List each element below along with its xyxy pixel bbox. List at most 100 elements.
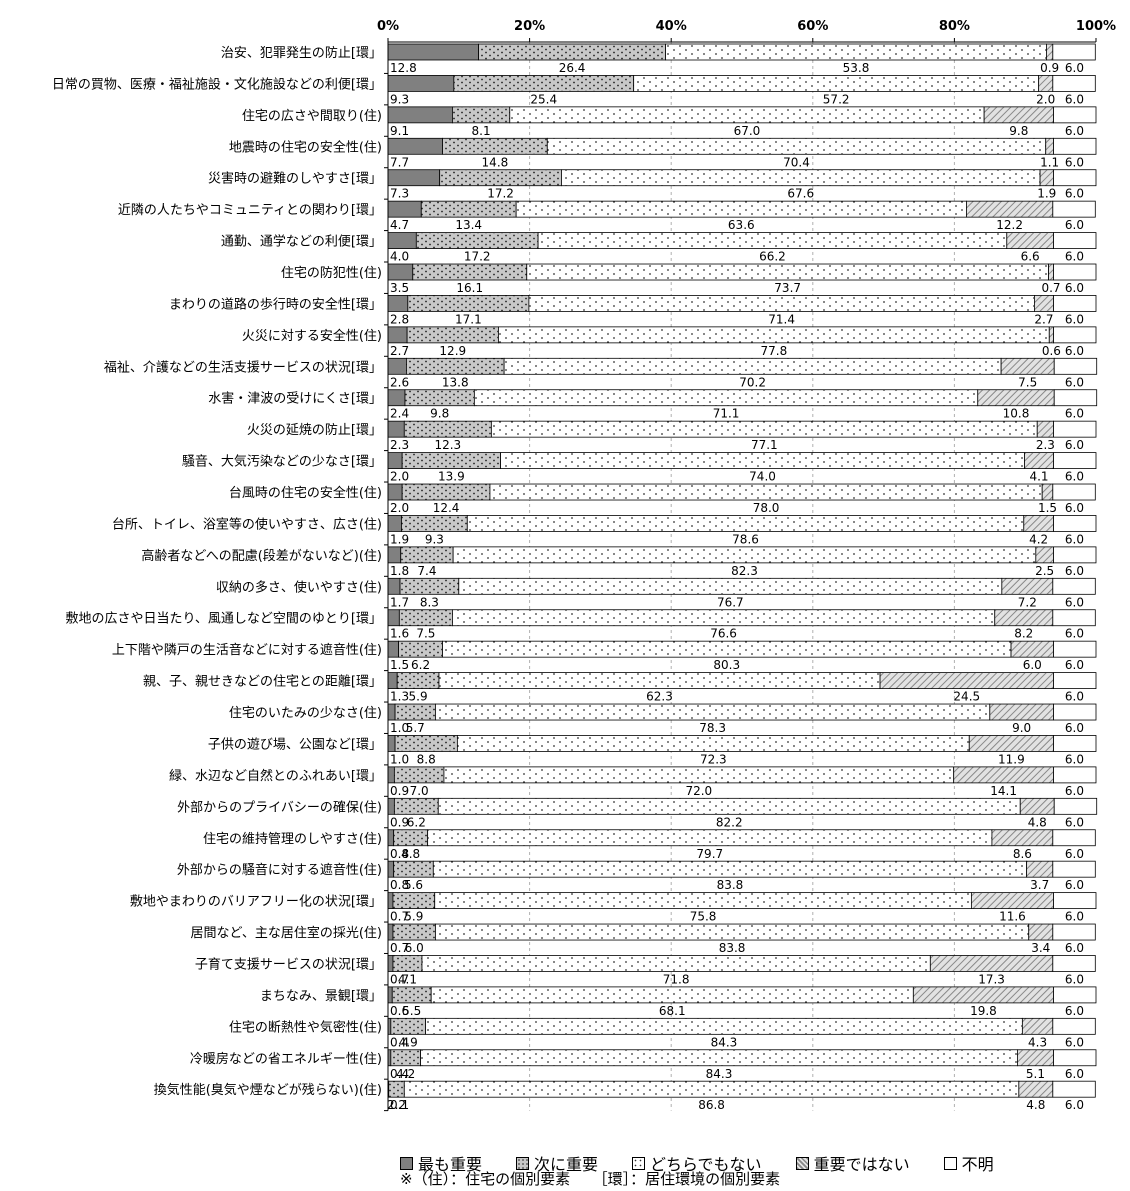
value-label: 8.2 xyxy=(1014,627,1033,641)
bar-segment xyxy=(399,577,460,595)
value-label: 6.0 xyxy=(1065,1067,1084,1081)
bar-segment xyxy=(490,420,1038,438)
value-label: 5.9 xyxy=(404,910,423,924)
value-label: 2.0 xyxy=(1036,92,1055,106)
value-label: 6.2 xyxy=(411,658,430,672)
bar-segment xyxy=(1053,672,1097,689)
value-label: 0.7 xyxy=(390,972,409,986)
bar-segment xyxy=(1017,1049,1054,1067)
value-label: 6.0 xyxy=(1065,250,1084,264)
bar-segment xyxy=(1001,577,1054,595)
legend-item-most-important: 最も重要 xyxy=(400,1151,482,1175)
legend-swatch-sparse xyxy=(632,1156,646,1170)
bar-segment xyxy=(432,860,1028,878)
bar-segment xyxy=(1053,169,1097,187)
bar-segment xyxy=(421,955,931,972)
bar-segment xyxy=(387,955,394,972)
value-label: 76.7 xyxy=(717,595,744,609)
bar-segment xyxy=(391,986,432,1004)
legend-label: 重要ではない xyxy=(813,1155,910,1174)
value-label: 6.0 xyxy=(1023,658,1042,672)
category-label: 火災の延焼の防止[環」 xyxy=(247,422,382,438)
bar-segment xyxy=(390,1049,421,1067)
value-label: 2.0 xyxy=(390,501,409,515)
bar-segment xyxy=(387,766,395,784)
bar-segment xyxy=(387,829,395,847)
bar-segment xyxy=(1053,640,1097,658)
value-label: 6.0 xyxy=(1065,375,1084,389)
category-label: 高齢者などへの配慮(段差がないなど)(住) xyxy=(141,548,382,564)
value-label: 78.6 xyxy=(732,532,759,546)
bar-segment xyxy=(526,263,1049,281)
bar-segment xyxy=(387,860,395,878)
category-label: 通勤、通学などの利便[環」 xyxy=(221,234,382,250)
value-label: 1.9 xyxy=(1037,187,1056,201)
chart-legend: 最も重要 次に重要 どちらでもない 重要ではない 不明 xyxy=(400,1151,1120,1175)
bar-segment xyxy=(387,326,408,344)
value-label: 6.0 xyxy=(1065,941,1084,955)
bar-segment xyxy=(1053,295,1097,312)
bar-segment xyxy=(1052,1080,1096,1098)
bar-segment xyxy=(1039,169,1054,187)
bar-segment xyxy=(1053,515,1097,532)
bar-segment xyxy=(1052,577,1096,595)
value-label: 13.8 xyxy=(442,375,469,389)
value-label: 80.3 xyxy=(713,658,740,672)
value-label: 0.7 xyxy=(390,910,409,924)
value-label: 16.1 xyxy=(456,281,483,295)
value-label: 2.5 xyxy=(1035,564,1054,578)
value-label: 9.1 xyxy=(390,124,409,138)
bar-segment xyxy=(406,326,499,344)
category-label: 住宅の断熱性や気密性(住) xyxy=(229,1019,382,1035)
bar-segment xyxy=(1053,452,1097,469)
x-tick-label: 100% xyxy=(1076,19,1116,34)
bar-segment xyxy=(387,106,453,124)
bar-segment xyxy=(983,106,1054,124)
category-label: 災害時の避難のしやすさ[環」 xyxy=(208,171,382,187)
value-label: 6.0 xyxy=(405,941,424,955)
bar-segment xyxy=(390,1017,426,1035)
value-label: 70.2 xyxy=(739,375,766,389)
bar-segment xyxy=(387,703,396,721)
bar-segment xyxy=(515,200,967,218)
category-label: 地震時の住宅の安全性(住) xyxy=(229,139,382,155)
value-label: 7.7 xyxy=(390,155,409,169)
value-label: 8.3 xyxy=(420,595,439,609)
bar-segment xyxy=(1024,452,1054,469)
value-label: 6.0 xyxy=(1065,815,1084,829)
value-label: 5.9 xyxy=(409,690,428,704)
category-label: 日常の買物、医療・福祉施設・文化施設などの利便[環」 xyxy=(52,76,382,92)
bar-segment xyxy=(387,986,393,1004)
value-label: 4.9 xyxy=(399,1035,418,1049)
bar-segment xyxy=(1006,232,1054,249)
value-label: 6.0 xyxy=(1065,92,1084,106)
bar-segment xyxy=(437,797,1021,815)
value-label: 1.9 xyxy=(390,532,409,546)
bar-segment xyxy=(966,200,1054,218)
bar-segment xyxy=(498,326,1050,344)
bar-segment xyxy=(420,1049,1018,1067)
value-label: 0.6 xyxy=(1042,344,1061,358)
value-label: 72.3 xyxy=(700,752,727,766)
value-label: 9.8 xyxy=(1009,124,1028,138)
value-label: 6.0 xyxy=(1065,312,1084,326)
bar-segment xyxy=(412,263,528,281)
category-label: 冷暖房などの省エネルギー性(住) xyxy=(190,1051,382,1067)
bar-segment xyxy=(1000,357,1055,375)
value-label: 6.0 xyxy=(1065,281,1084,295)
value-label: 71.8 xyxy=(663,972,690,986)
bar-segment xyxy=(968,735,1054,752)
bar-segment xyxy=(633,75,1040,92)
bar-segment xyxy=(387,672,398,689)
value-label: 2.3 xyxy=(390,438,409,452)
bar-segment xyxy=(403,1080,1020,1098)
bar-segment xyxy=(393,766,445,784)
bar-segment xyxy=(1052,923,1096,941)
x-tick-label: 80% xyxy=(939,19,970,34)
x-tick-label: 40% xyxy=(656,19,687,34)
bar-segment xyxy=(1038,75,1054,92)
bar-segment xyxy=(489,483,1043,501)
bar-segment xyxy=(406,357,505,375)
bar-segment xyxy=(393,829,429,847)
bar-segment xyxy=(1048,263,1054,281)
